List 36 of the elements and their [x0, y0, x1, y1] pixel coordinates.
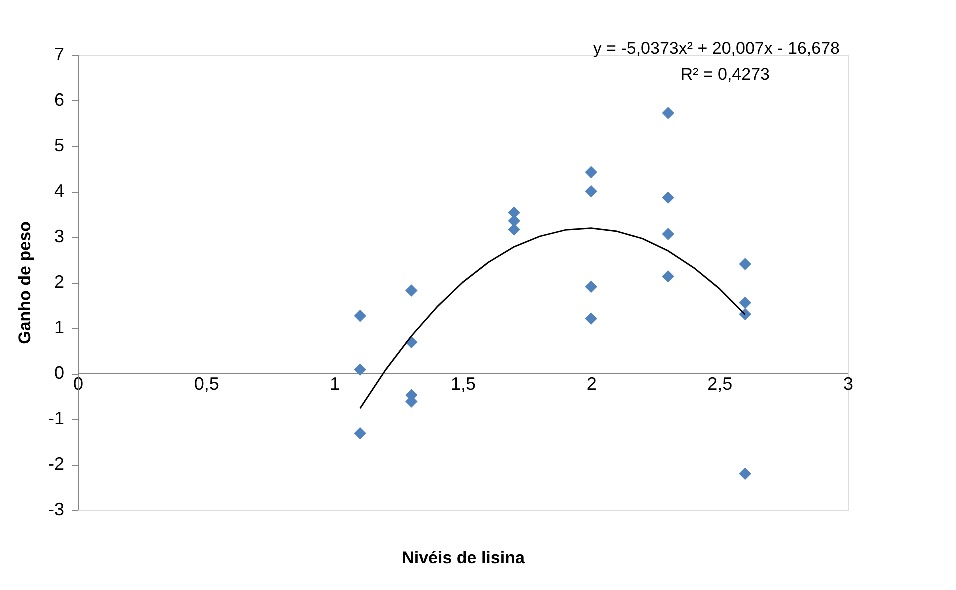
point: [739, 258, 752, 270]
point: [662, 107, 674, 120]
x-tick-label: 2: [586, 374, 597, 394]
x-axis-title: Nivéis de lisina: [402, 548, 526, 568]
point: [662, 270, 674, 283]
point: [739, 468, 752, 480]
point: [508, 224, 520, 236]
y-tick-label: 1: [54, 318, 64, 338]
point: [585, 166, 598, 179]
y-tick-label: 4: [54, 181, 64, 201]
x-tick-label: 1: [330, 374, 340, 394]
x-tick-label: 0,5: [194, 374, 220, 394]
x-tick-label: 1,5: [450, 374, 476, 394]
annotation: y = -5,0373x² + 20,007x - 16,678: [593, 39, 840, 58]
y-axis-title: Ganho de peso: [15, 222, 34, 344]
point: [662, 228, 674, 240]
y-tick-label: 5: [54, 136, 64, 156]
point: [585, 312, 598, 326]
y-tick-label: 7: [54, 44, 64, 64]
y-tick-label: 3: [54, 226, 64, 246]
y-tick-label: -2: [48, 454, 64, 474]
point: [406, 284, 418, 297]
point: [354, 310, 366, 322]
annotation: R² = 0,4273: [680, 65, 770, 84]
x-tick-label: 2,5: [708, 374, 733, 394]
y-tick-label: -3: [48, 500, 64, 520]
point: [585, 185, 598, 198]
y-tick-label: 6: [54, 90, 64, 110]
y-tick-label: 2: [54, 272, 64, 292]
y-tick-label: -1: [48, 408, 64, 428]
point: [354, 364, 366, 376]
point: [662, 192, 674, 204]
point: [354, 427, 366, 440]
point: [585, 280, 598, 294]
x-tick-label: 3: [843, 374, 854, 394]
point: [739, 296, 752, 310]
